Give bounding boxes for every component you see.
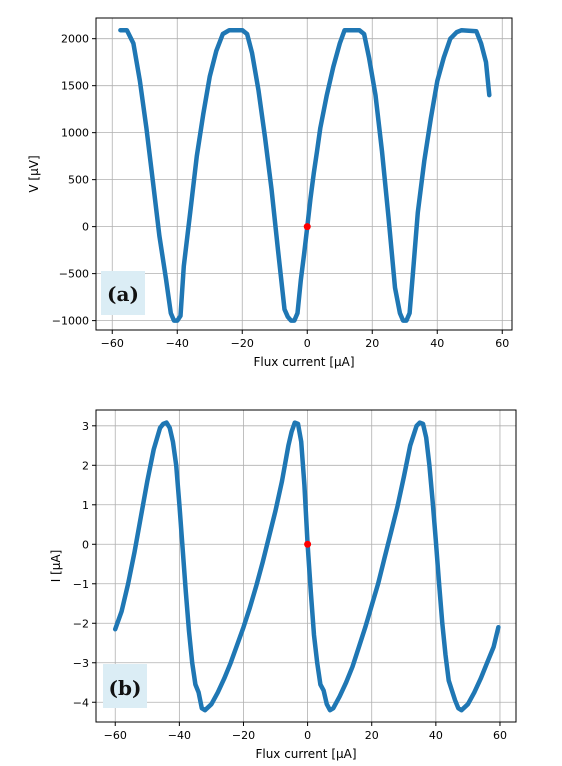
chart-a-panel-label: (a): [107, 282, 139, 306]
chart-b-x-tick-label: 0: [304, 729, 311, 742]
chart-a-origin-marker: [303, 223, 311, 231]
chart-b-x-tick-label: −20: [232, 729, 255, 742]
chart-a-y-tick-label: −1000: [52, 315, 89, 328]
chart-b-x-tick-label: 20: [365, 729, 379, 742]
chart-a-x-axis: −60 −40 −20 0 20 40 60: [101, 330, 509, 350]
chart-b-panel-label-box: [103, 664, 147, 708]
chart-b-x-tick-label: −60: [104, 729, 127, 742]
chart-a-grid: [96, 18, 512, 330]
chart-a-plot-area: [118, 27, 492, 323]
chart-b-y-axis-label: I [μA]: [49, 550, 63, 583]
chart-a-y-tick-label: 2000: [61, 33, 89, 46]
chart-b-plot-area: [112, 420, 501, 713]
chart-a-panel-label-box: [101, 271, 145, 315]
chart-b-y-tick-label: 3: [82, 420, 89, 433]
chart-b-grid: [96, 410, 516, 722]
chart-b-x-axis: −60 −40 −20 0 20 40 60: [104, 722, 507, 742]
chart-a-y-tick-label: 500: [68, 174, 89, 187]
chart-b-series-line: [112, 420, 501, 713]
chart-a-x-tick-label: −40: [166, 337, 189, 350]
chart-a-x-tick-label: 60: [495, 337, 509, 350]
chart-b-origin-marker: [304, 540, 312, 548]
chart-b-y-tick-label: 0: [82, 538, 89, 551]
chart-a-frame: [95, 17, 513, 331]
chart-b-y-tick-label: 2: [82, 459, 89, 472]
chart-b-panel-label: (b): [109, 676, 142, 700]
chart-b: −60 −40 −20 0 20 40 60 −4 −3 −2 −1 0 1 2 3 Flux curre…: [49, 409, 517, 761]
chart-a-y-tick-label: 1000: [61, 127, 89, 140]
chart-a-y-tick-label: −500: [59, 268, 89, 281]
chart-a-y-axis-label: V [μV]: [27, 155, 41, 192]
chart-b-frame: [95, 409, 517, 723]
chart-a-x-tick-label: 20: [365, 337, 379, 350]
chart-a-x-tick-label: −20: [231, 337, 254, 350]
chart-b-x-axis-label: Flux current [μA]: [255, 747, 356, 761]
chart-a-x-tick-label: 0: [304, 337, 311, 350]
chart-a-series-line: [118, 27, 492, 323]
chart-b-y-tick-label: −2: [73, 617, 89, 630]
chart-a-y-tick-label: 1500: [61, 80, 89, 93]
chart-b-y-tick-label: 1: [82, 499, 89, 512]
chart-a-x-tick-label: −60: [101, 337, 124, 350]
chart-b-y-tick-label: −1: [73, 578, 89, 591]
chart-a: −60 −40 −20 0 20 40 60 −1000 −500 0 500 1000 1500 20…: [27, 17, 513, 369]
chart-a-y-axis: −1000 −500 0 500 1000 1500 2000: [52, 33, 96, 328]
chart-a-x-axis-label: Flux current [μA]: [253, 355, 354, 369]
chart-b-y-tick-label: −3: [73, 657, 89, 670]
chart-a-x-tick-label: 40: [430, 337, 444, 350]
chart-b-x-tick-label: 40: [429, 729, 443, 742]
chart-a-y-tick-label: 0: [82, 221, 89, 234]
chart-b-x-tick-label: 60: [493, 729, 507, 742]
chart-b-y-axis: −4 −3 −2 −1 0 1 2 3: [73, 420, 96, 709]
chart-b-x-tick-label: −40: [168, 729, 191, 742]
chart-b-y-tick-label: −4: [73, 696, 89, 709]
